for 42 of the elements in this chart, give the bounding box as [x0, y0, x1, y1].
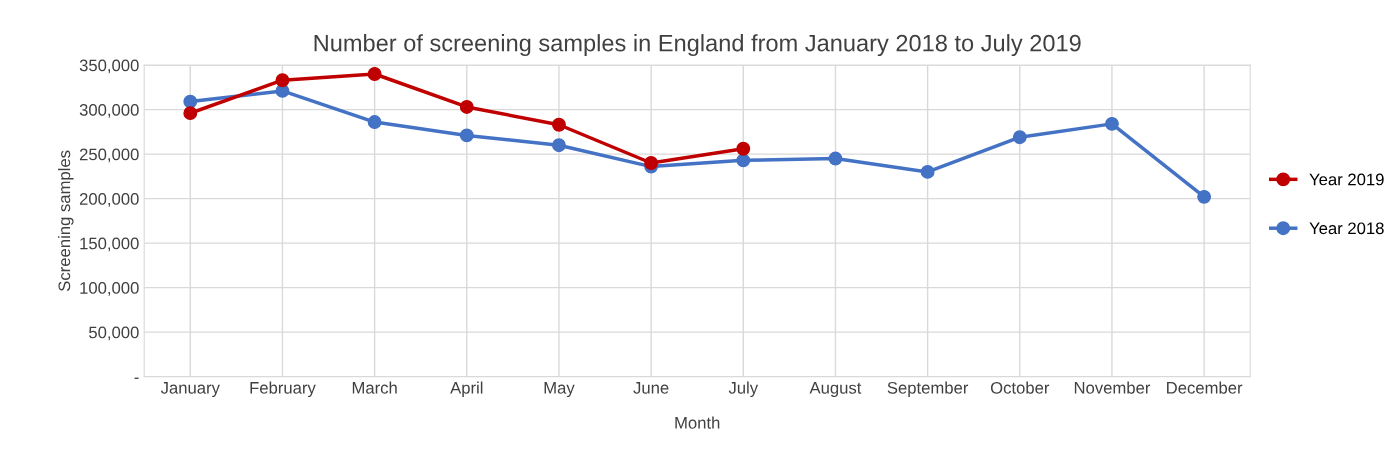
point [736, 153, 751, 168]
x-tick-label: February [250, 381, 316, 398]
x-tick-label: April [450, 381, 483, 398]
y-tick-label: 200,000 [79, 193, 139, 207]
x-tick-label: November [1074, 381, 1151, 394]
x-tick-label: December [1167, 381, 1243, 394]
y-tick-label: 350,000 [79, 59, 139, 74]
point [1197, 189, 1212, 204]
x-tick-label: March [352, 381, 397, 394]
y-axis-title: Screening samples [58, 150, 74, 291]
point [1012, 130, 1027, 145]
point [736, 141, 751, 156]
y-tick-label: - [134, 377, 139, 379]
legend-label: Year 2019 [1309, 173, 1384, 186]
point [552, 117, 566, 132]
y-tick-label: 150,000 [80, 237, 139, 252]
point [367, 115, 382, 130]
y-tick-label: 100,000 [80, 282, 139, 296]
y-tick-label: 50,000 [89, 326, 139, 341]
x-tick-label: August [809, 382, 862, 398]
point [920, 164, 935, 179]
y-tick-label: 250,000 [79, 148, 139, 163]
y-tick-label: 300,000 [79, 104, 139, 118]
point [552, 138, 566, 153]
point [183, 94, 198, 109]
point [644, 156, 659, 170]
point [367, 67, 382, 81]
x-tick-label: January [160, 382, 220, 398]
point [275, 73, 290, 88]
point [459, 128, 474, 143]
point [183, 106, 198, 121]
x-tick-label: June [633, 382, 669, 394]
x-tick-label: May [544, 382, 575, 398]
x-tick-label: October [990, 381, 1050, 394]
point [828, 151, 843, 166]
x-tick-label: July [728, 381, 759, 398]
point [1105, 116, 1119, 131]
legend-label: Year 2018 [1309, 222, 1384, 235]
chart-title: Number of screening samples in England from January 2018 to July 2019 [314, 34, 1081, 57]
point [459, 99, 474, 114]
x-axis-title: Month [675, 416, 720, 429]
x-tick-label: September [887, 381, 969, 398]
